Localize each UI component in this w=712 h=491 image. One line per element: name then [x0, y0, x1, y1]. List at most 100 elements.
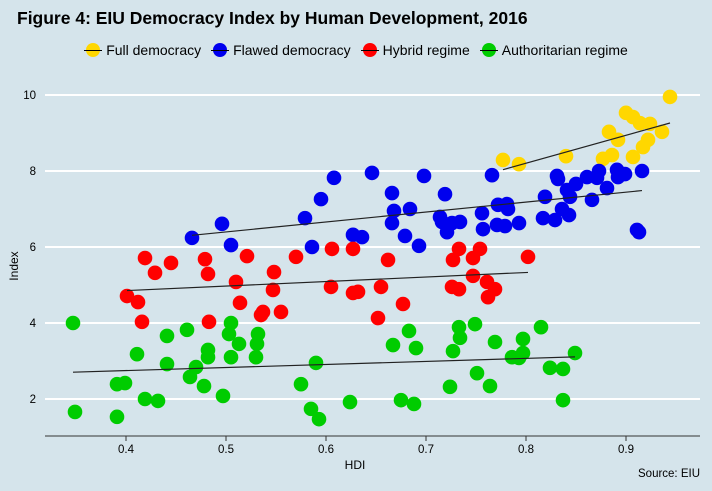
data-point — [200, 266, 216, 282]
data-point — [150, 393, 166, 409]
trend-line — [72, 356, 576, 373]
series-full-democracy — [495, 89, 678, 172]
x-tick-label: 0.9 — [618, 444, 634, 456]
data-point — [342, 394, 358, 410]
data-point — [547, 212, 563, 228]
x-tick-label: 0.7 — [418, 444, 434, 456]
data-point — [515, 331, 531, 347]
data-point — [452, 214, 468, 230]
data-point — [384, 185, 400, 201]
data-point — [487, 334, 503, 350]
data-point — [631, 224, 647, 240]
legend: Full democracy Flawed democracy Hybrid reg… — [0, 42, 712, 58]
data-point — [401, 323, 417, 339]
data-point — [484, 167, 500, 183]
data-point — [467, 316, 483, 332]
data-point — [384, 215, 400, 231]
data-point — [311, 411, 327, 427]
data-point — [500, 201, 516, 217]
source-note: Source: EIU — [638, 468, 700, 480]
data-point — [537, 189, 553, 205]
data-point — [591, 163, 607, 179]
x-tick-label: 0.8 — [518, 444, 534, 456]
data-point — [109, 409, 125, 425]
data-point — [266, 264, 282, 280]
data-point — [196, 378, 212, 394]
data-point — [273, 304, 289, 320]
data-point — [223, 349, 239, 365]
data-point — [297, 210, 313, 226]
data-point — [395, 296, 411, 312]
data-point — [350, 284, 366, 300]
data-point — [445, 343, 461, 359]
data-point — [159, 328, 175, 344]
data-point — [354, 229, 370, 245]
data-point — [197, 251, 213, 267]
legend-label: Hybrid regime — [382, 42, 470, 58]
data-point — [595, 151, 611, 167]
data-point — [511, 215, 527, 231]
data-point — [253, 307, 269, 323]
data-point — [617, 166, 633, 182]
trend-line — [502, 122, 671, 171]
data-point — [326, 170, 342, 186]
data-point — [163, 255, 179, 271]
data-point — [117, 375, 133, 391]
legend-item: Authoritarian regime — [479, 42, 628, 58]
data-point — [223, 315, 239, 331]
x-tick-label: 0.6 — [318, 444, 334, 456]
data-point — [345, 241, 361, 257]
series-flawed-democracy — [184, 162, 650, 255]
data-point — [511, 156, 527, 172]
data-point — [533, 319, 549, 335]
data-point — [625, 149, 641, 165]
data-point — [159, 356, 175, 372]
legend-swatch-icon — [84, 42, 103, 58]
data-point — [451, 319, 467, 335]
data-point — [562, 189, 578, 205]
data-point — [542, 360, 558, 376]
data-point — [662, 89, 678, 105]
legend-item: Flawed democracy — [211, 42, 351, 58]
data-point — [137, 391, 153, 407]
data-point — [451, 281, 467, 297]
data-point — [445, 252, 461, 268]
data-point — [452, 330, 468, 346]
data-point — [393, 392, 409, 408]
data-point — [380, 252, 396, 268]
data-point — [442, 379, 458, 395]
data-point — [385, 337, 401, 353]
data-point — [201, 314, 217, 330]
data-point — [555, 392, 571, 408]
data-point — [323, 279, 339, 295]
trend-line — [191, 189, 643, 236]
data-point — [239, 248, 255, 264]
series-authoritarian-regime — [65, 315, 583, 427]
data-point — [654, 124, 670, 140]
y-axis-label: Index — [7, 251, 21, 280]
data-point — [568, 176, 584, 192]
data-point — [408, 340, 424, 356]
series-hybrid-regime — [119, 241, 536, 330]
data-point — [634, 163, 650, 179]
data-point — [231, 336, 247, 352]
data-point — [119, 288, 135, 304]
data-point — [308, 355, 324, 371]
data-point — [475, 221, 491, 237]
data-point — [437, 186, 453, 202]
data-point — [480, 289, 496, 305]
data-point — [561, 207, 577, 223]
data-point — [416, 168, 432, 184]
data-point — [465, 268, 481, 284]
data-point — [535, 210, 551, 226]
legend-swatch-icon — [211, 42, 230, 58]
trend-line — [126, 271, 529, 292]
data-point — [188, 359, 204, 375]
legend-item: Full democracy — [84, 42, 201, 58]
data-point — [184, 230, 200, 246]
data-point — [495, 152, 511, 168]
data-point — [610, 132, 626, 148]
data-point — [451, 241, 467, 257]
data-point — [293, 376, 309, 392]
data-point — [65, 315, 81, 331]
